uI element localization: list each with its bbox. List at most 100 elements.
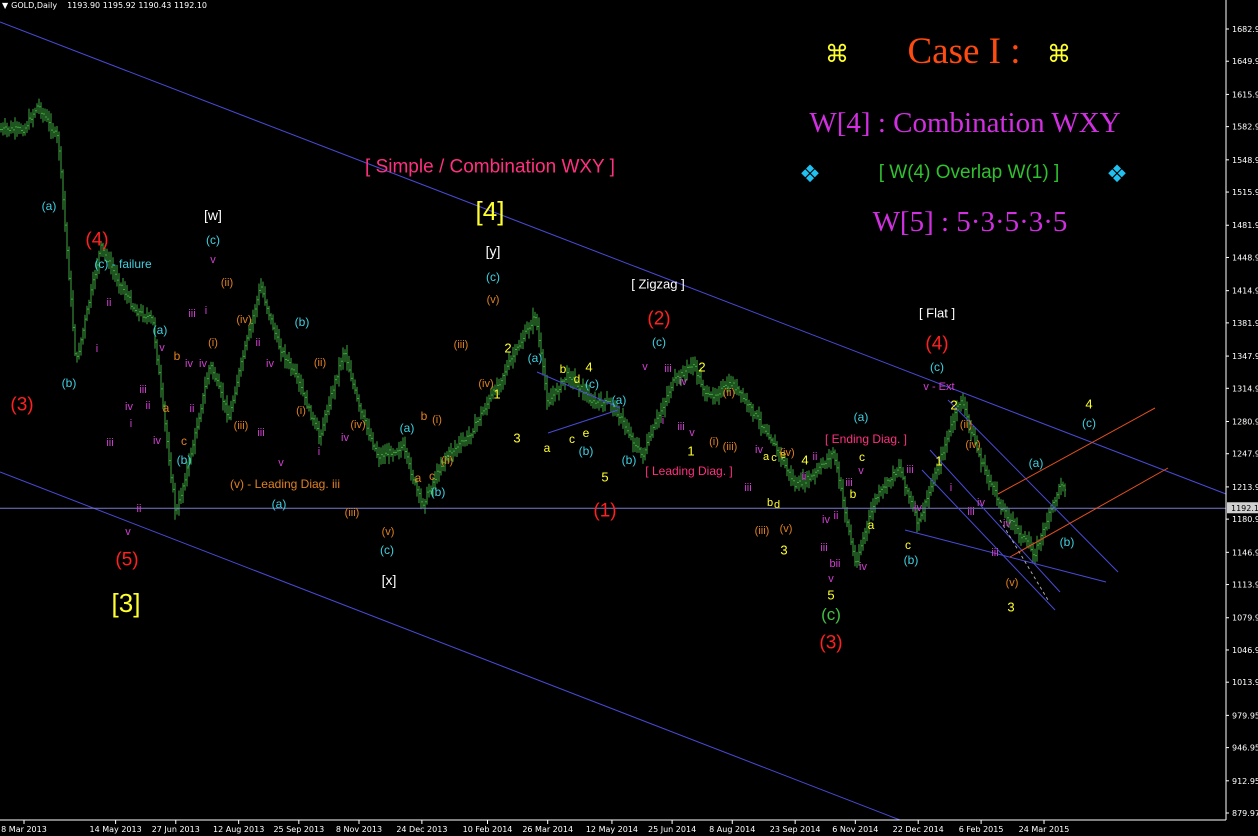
candle <box>352 372 354 390</box>
wave-label: c <box>181 434 187 448</box>
candle <box>978 445 980 458</box>
candle <box>472 428 474 438</box>
candle <box>496 377 498 397</box>
candle <box>878 484 880 503</box>
candle <box>846 506 848 528</box>
candle <box>344 349 346 363</box>
candle <box>698 369 700 384</box>
candle <box>964 396 966 416</box>
candle <box>500 377 502 393</box>
candle <box>688 364 690 374</box>
candle <box>242 350 244 372</box>
candle <box>452 448 454 462</box>
candle <box>826 453 828 469</box>
y-tick-label: 1079.95 <box>1232 614 1258 623</box>
y-tick-label: 1381.95 <box>1232 319 1258 328</box>
chart-header: ▼ GOLD,Daily 1193.90 1195.92 1190.43 1192.… <box>2 0 207 12</box>
x-tick-label: 14 May 2013 <box>90 825 142 834</box>
candle <box>224 399 226 413</box>
candle <box>680 369 682 387</box>
candle <box>440 456 442 476</box>
case-symbol-left: ⌘ <box>825 40 849 68</box>
candle <box>574 368 576 388</box>
candle <box>296 363 298 384</box>
candle <box>478 416 480 427</box>
candle <box>1034 548 1036 564</box>
candle <box>120 282 122 296</box>
y-tick-label: 1213.95 <box>1232 483 1258 492</box>
candle <box>30 112 32 124</box>
candle <box>820 458 822 475</box>
candle <box>394 449 396 457</box>
candle <box>866 520 868 542</box>
candle <box>492 386 494 400</box>
candle <box>84 314 86 339</box>
candle <box>28 108 30 130</box>
x-tick-label: 8 Mar 2013 <box>1 825 47 834</box>
wave-label: (b) <box>431 485 446 499</box>
candle <box>246 334 248 351</box>
candle <box>628 422 630 439</box>
candle <box>1036 535 1038 562</box>
candle <box>364 409 366 426</box>
candle <box>158 354 160 375</box>
candle <box>450 443 452 461</box>
candle <box>992 481 994 496</box>
candle <box>958 402 960 411</box>
overlap-symbol-left: ❖ <box>799 160 821 188</box>
wave-label: (b) <box>579 444 594 458</box>
candle <box>348 355 350 373</box>
wave-label: ii <box>137 503 142 515</box>
y-tick-label: 1582.95 <box>1232 123 1258 132</box>
candle <box>184 473 186 491</box>
wave-label: (iv) <box>236 314 251 326</box>
wave-label: [ Leading Diag. ] <box>645 464 732 478</box>
candle <box>284 344 286 369</box>
candle <box>206 372 208 389</box>
candle <box>266 299 268 315</box>
wave-label: (c) <box>486 270 500 284</box>
candle <box>148 312 150 323</box>
candle <box>424 499 426 514</box>
candle <box>170 452 172 484</box>
candle <box>320 429 322 446</box>
candle <box>806 471 808 488</box>
candle <box>302 378 304 397</box>
candle <box>138 308 140 322</box>
wave-label: (iii) <box>723 441 738 453</box>
candle <box>612 397 614 417</box>
wave-label: d <box>574 372 581 386</box>
dropdown-icon[interactable]: ▼ <box>2 1 9 10</box>
wave-label: c <box>429 469 435 483</box>
candle <box>514 344 516 363</box>
candle <box>334 375 336 400</box>
candle <box>318 420 320 445</box>
candle <box>150 310 152 324</box>
candle <box>536 313 538 331</box>
candle <box>198 412 200 430</box>
candle <box>660 402 662 423</box>
wave-label: a <box>163 401 170 415</box>
wave-label: b <box>421 409 428 423</box>
wave-label: ii <box>256 337 261 349</box>
wave-label: c <box>905 538 911 552</box>
wave-label: [y] <box>486 243 501 259</box>
candle <box>324 410 326 432</box>
candle <box>56 125 58 144</box>
candle <box>258 283 260 306</box>
candle <box>724 380 726 390</box>
candle <box>214 366 216 382</box>
candle <box>850 524 852 546</box>
candle <box>876 494 878 505</box>
candle <box>172 474 174 493</box>
candle <box>1006 506 1008 526</box>
candle <box>748 399 750 413</box>
candle <box>276 325 278 343</box>
candle <box>444 452 446 472</box>
wave-label: v <box>642 361 648 373</box>
candle <box>2 122 4 136</box>
candle <box>544 358 546 391</box>
candle <box>984 454 986 476</box>
y-tick-label: 1247.95 <box>1232 450 1258 459</box>
candle <box>248 325 250 341</box>
